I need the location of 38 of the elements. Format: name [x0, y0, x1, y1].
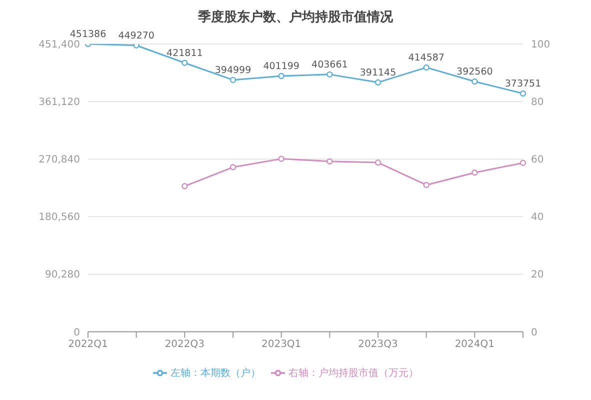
y2-tick-label: 80: [531, 97, 544, 108]
legend-label: 右轴：户均持股市值（万元）: [288, 368, 418, 379]
data-label: 421811: [166, 48, 203, 59]
x-tick-label: 2022Q1: [68, 338, 108, 350]
point: [520, 160, 526, 166]
y-tick-label: 361,120: [38, 97, 80, 108]
point: [472, 170, 478, 176]
point: [423, 182, 430, 188]
legend-label: 左轴：本期数（户）: [170, 368, 260, 379]
y-tick-label: 90,280: [45, 270, 80, 281]
data-label: 414587: [408, 52, 444, 64]
chart-title: 季度股东户数、户均持股市值情况: [197, 8, 394, 27]
point: [230, 164, 236, 170]
y-tick-label: 0: [74, 327, 80, 338]
point: [374, 159, 382, 166]
data-label: 391145: [360, 67, 396, 78]
data-label: 392560: [456, 66, 493, 78]
data-label: 449270: [118, 30, 154, 42]
y2-tick-label: 40: [531, 212, 544, 224]
x-tick-label: 2024Q1: [454, 338, 495, 350]
data-label: 403661: [312, 59, 348, 70]
data-label: 373751: [504, 78, 542, 90]
y-tick-label: 270,840: [38, 154, 80, 166]
data-label: 401199: [263, 61, 300, 72]
point: [326, 158, 333, 164]
x-tick-label: 2023Q3: [358, 338, 398, 350]
y-tick-label: 180,560: [38, 212, 80, 224]
y2-tick-label: 0: [531, 327, 538, 338]
point: [278, 156, 284, 162]
y2-tick-label: 60: [531, 154, 544, 166]
y2-tick-label: 20: [531, 270, 544, 281]
data-label: 451386: [70, 29, 106, 40]
x-tick-label: 2022Q3: [164, 338, 205, 350]
x-tick-label: 2023Q1: [261, 338, 302, 350]
y-tick-label: 451,400: [38, 40, 80, 51]
y2-tick-label: 100: [531, 40, 550, 51]
data-label: 394999: [214, 64, 252, 76]
point: [182, 183, 188, 190]
